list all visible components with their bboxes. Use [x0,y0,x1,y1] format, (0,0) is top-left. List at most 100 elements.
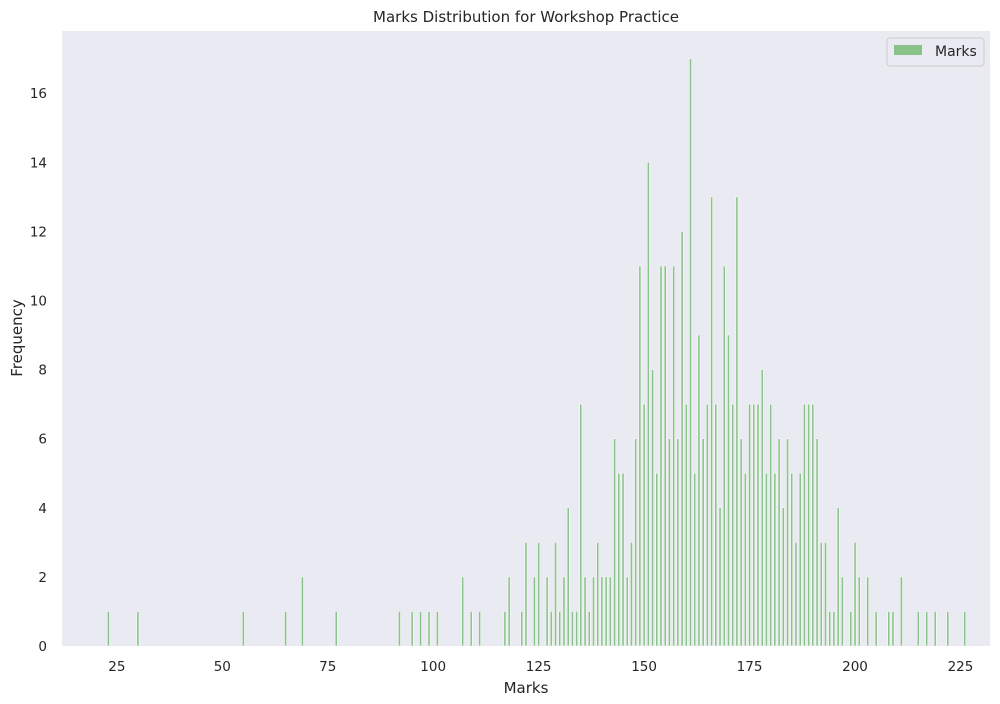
bar [697,334,701,647]
bar [963,611,966,647]
bar [663,265,667,647]
bar [718,507,722,647]
bar [946,611,950,647]
bar [925,611,929,647]
bar [765,472,768,647]
bar [647,162,650,647]
bar [659,265,663,647]
bar [676,438,680,647]
bar [617,472,621,647]
bar [334,611,338,647]
bar [630,542,633,647]
bar [655,472,659,647]
bar [824,542,827,647]
bar [828,611,832,647]
bar [832,611,836,647]
bar [710,196,713,647]
bar [857,576,861,647]
bar [752,403,756,647]
y-tick-label: 16 [30,86,47,102]
bar [714,403,718,647]
y-tick-label: 4 [38,501,47,517]
bar [815,438,819,647]
bar [651,369,654,647]
bar [592,576,595,647]
bar [891,611,895,647]
bar [242,611,245,647]
bar [693,472,697,647]
x-tick-label: 225 [948,659,974,675]
y-tick-label: 0 [38,639,47,655]
bar [680,231,684,647]
bar [545,576,549,647]
bar [727,334,730,647]
bar [410,611,414,647]
bar [419,611,422,647]
bar [794,542,798,647]
bar [558,611,562,647]
bar [533,576,536,647]
bar [849,611,853,647]
y-tick-label: 12 [30,224,47,240]
bar [773,472,777,647]
bar [575,611,578,647]
chart-title: Marks Distribution for Workshop Practice [373,8,679,26]
bar [566,507,570,647]
bar [916,611,920,647]
bar [520,611,524,647]
bar [613,438,616,647]
x-tick-label: 175 [737,659,763,675]
bar [701,438,705,647]
x-tick-label: 75 [319,659,336,675]
bar [554,542,557,647]
bar [507,576,511,647]
x-ticks: 25 50 75 100 125 150 175 200 225 [108,659,973,675]
bar [684,403,688,647]
bar [668,438,671,647]
bar [819,542,823,647]
y-tick-label: 2 [38,570,47,586]
bar [436,611,439,647]
x-tick-label: 200 [842,659,868,675]
bar [731,403,734,647]
bars-group [107,58,966,647]
legend-swatch [894,45,922,55]
bar [427,611,431,647]
bar [537,542,540,647]
bar [503,611,507,647]
bar [836,507,840,647]
y-tick-label: 10 [30,293,47,309]
bar [136,611,140,647]
x-tick-label: 125 [526,659,552,675]
x-axis-label: Marks [504,679,549,697]
y-tick-label: 14 [30,155,47,171]
bar [887,611,891,647]
bar [735,196,739,647]
y-tick-label: 6 [38,432,47,448]
y-axis-label: Frequency [8,299,26,377]
bar [398,611,401,647]
bar [621,472,625,647]
bar [748,403,751,647]
bar [933,611,937,647]
bar [596,542,600,647]
x-tick-label: 100 [420,659,446,675]
bar [284,611,287,647]
bar [798,472,802,647]
legend-label: Marks [935,44,977,60]
bar [739,438,743,647]
legend: Marks [886,37,985,67]
bar [769,403,772,647]
bar [853,542,857,647]
bar [807,403,810,647]
bar [744,472,747,647]
bar [756,403,760,647]
bar [760,369,764,647]
bar [562,576,566,647]
bar [790,472,794,647]
bar [524,542,528,647]
bar [803,403,806,647]
bar [786,438,789,647]
bar [571,611,574,647]
